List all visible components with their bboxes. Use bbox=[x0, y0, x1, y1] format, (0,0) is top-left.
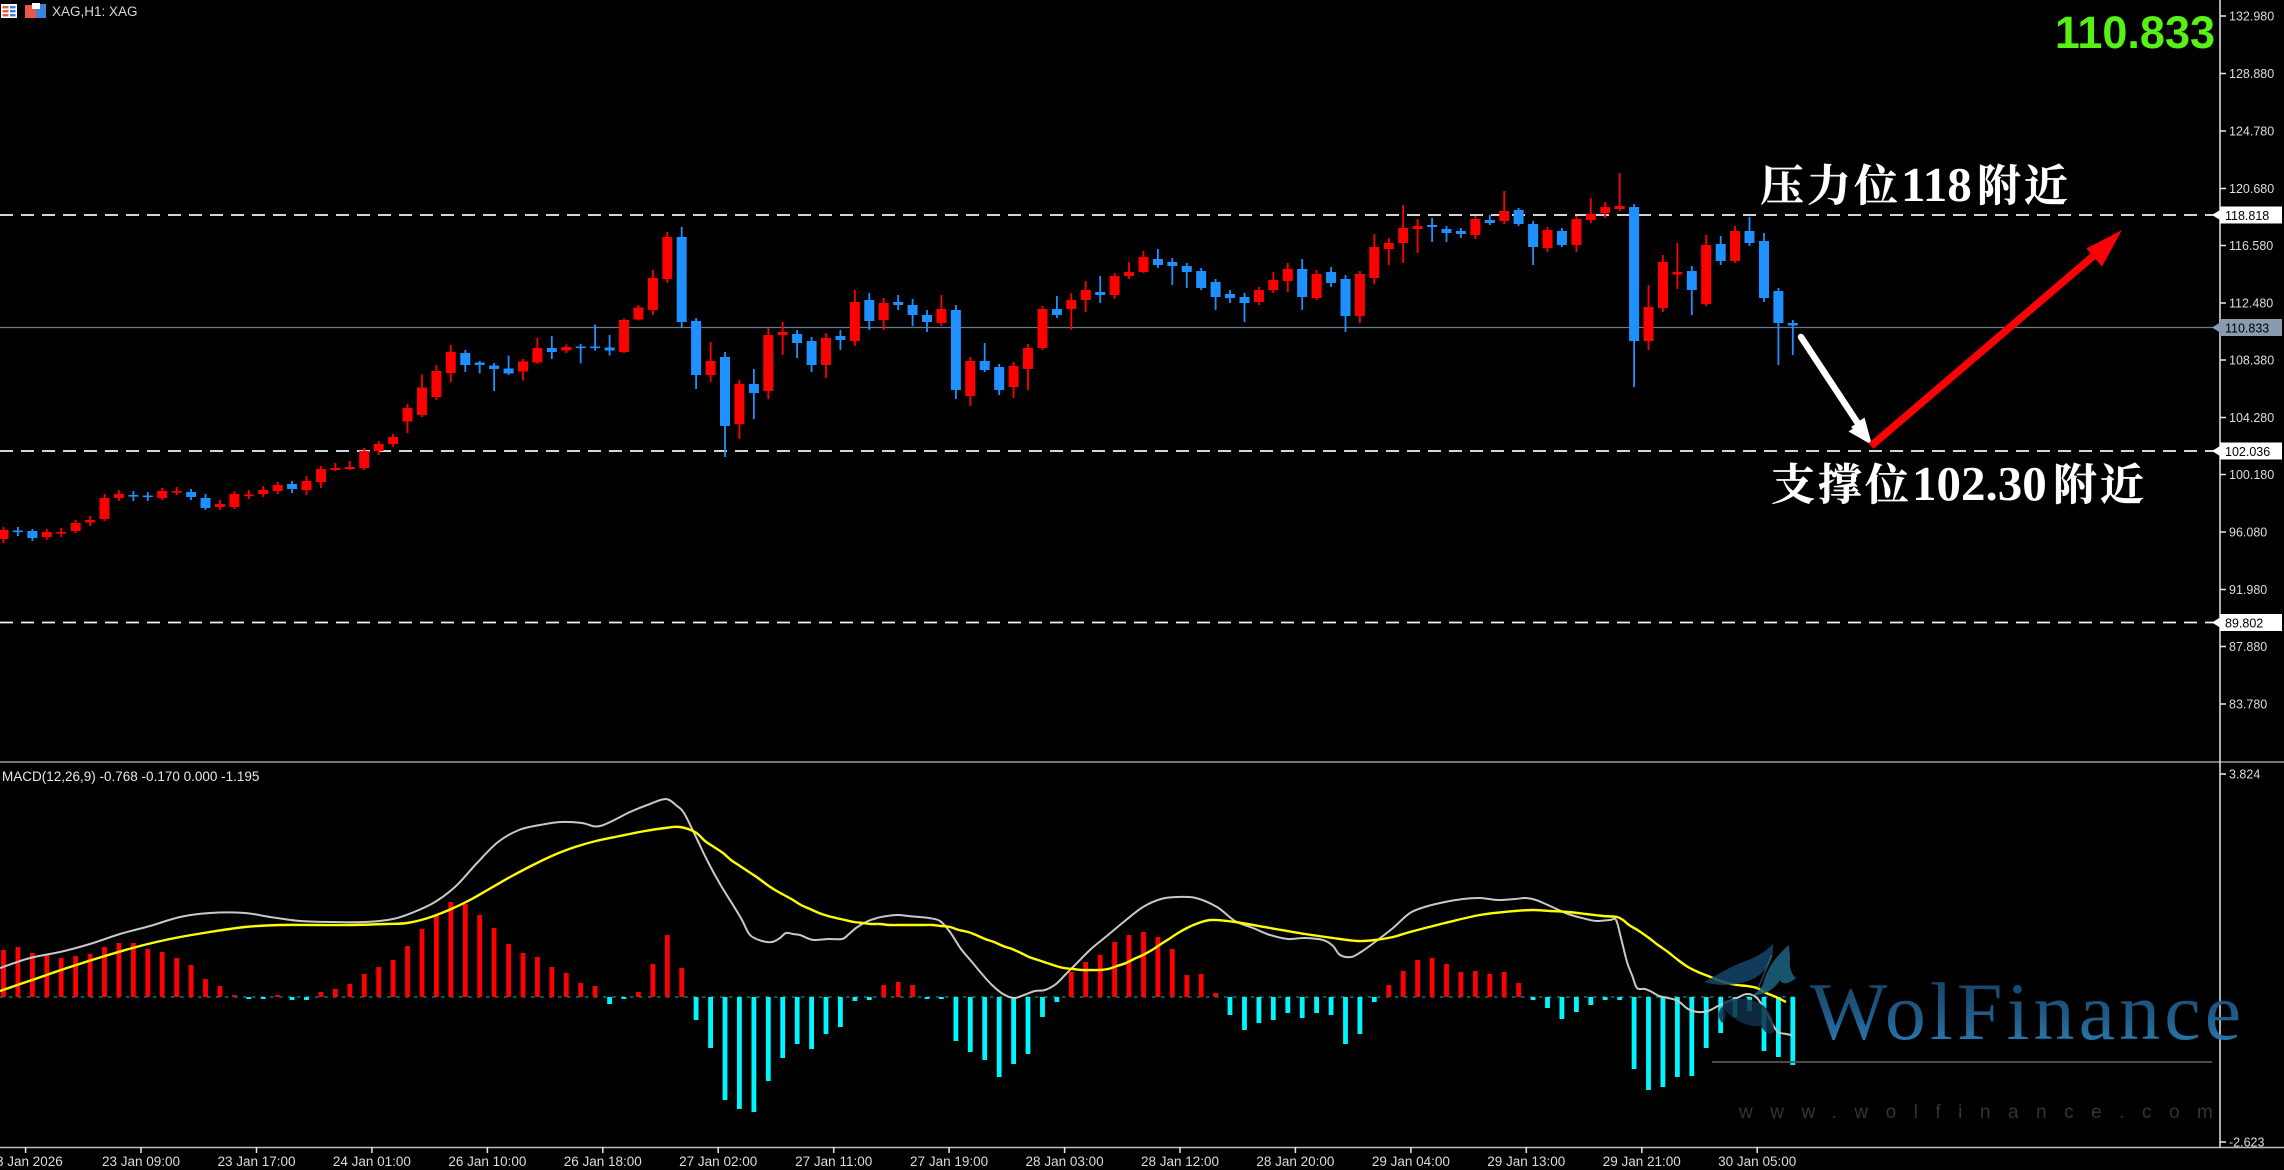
svg-text:29 Jan 04:00: 29 Jan 04:00 bbox=[1372, 1154, 1450, 1169]
svg-text:23 Jan 09:00: 23 Jan 09:00 bbox=[102, 1154, 180, 1169]
svg-text:29 Jan 13:00: 29 Jan 13:00 bbox=[1487, 1154, 1565, 1169]
svg-text:132.980: 132.980 bbox=[2229, 10, 2274, 24]
svg-text:112.480: 112.480 bbox=[2229, 297, 2273, 311]
svg-text:3.824: 3.824 bbox=[2229, 768, 2260, 782]
svg-text:124.780: 124.780 bbox=[2229, 125, 2274, 139]
svg-text:87.880: 87.880 bbox=[2229, 640, 2267, 654]
svg-text:29 Jan 21:00: 29 Jan 21:00 bbox=[1603, 1154, 1681, 1169]
svg-text:83.780: 83.780 bbox=[2229, 698, 2267, 712]
svg-text:26 Jan 18:00: 26 Jan 18:00 bbox=[564, 1154, 642, 1169]
svg-text:26 Jan 10:00: 26 Jan 10:00 bbox=[448, 1154, 526, 1169]
svg-text:-2.623: -2.623 bbox=[2229, 1136, 2264, 1150]
svg-text:110.833: 110.833 bbox=[2225, 322, 2269, 336]
svg-text:91.980: 91.980 bbox=[2229, 583, 2267, 597]
svg-text:128.880: 128.880 bbox=[2229, 67, 2274, 81]
svg-text:96.080: 96.080 bbox=[2229, 526, 2267, 540]
svg-text:108.380: 108.380 bbox=[2229, 354, 2274, 368]
svg-text:28 Jan 03:00: 28 Jan 03:00 bbox=[1026, 1154, 1104, 1169]
svg-text:27 Jan 11:00: 27 Jan 11:00 bbox=[795, 1154, 872, 1169]
svg-text:28 Jan 20:00: 28 Jan 20:00 bbox=[1256, 1154, 1334, 1169]
svg-text:MACD(12,26,9) -0.768 -0.170 0.: MACD(12,26,9) -0.768 -0.170 0.000 -1.195 bbox=[2, 769, 259, 784]
svg-text:118.818: 118.818 bbox=[2225, 209, 2269, 223]
svg-text:89.802: 89.802 bbox=[2225, 617, 2263, 631]
svg-text:23 Jan 2026: 23 Jan 2026 bbox=[0, 1154, 63, 1169]
svg-text:104.280: 104.280 bbox=[2229, 411, 2274, 425]
svg-text:XAG,H1: XAG: XAG,H1: XAG bbox=[52, 4, 138, 19]
svg-text:24 Jan 01:00: 24 Jan 01:00 bbox=[333, 1154, 411, 1169]
svg-text:23 Jan 17:00: 23 Jan 17:00 bbox=[217, 1154, 295, 1169]
svg-text:102.036: 102.036 bbox=[2225, 445, 2270, 459]
svg-text:28 Jan 12:00: 28 Jan 12:00 bbox=[1141, 1154, 1219, 1169]
svg-text:120.680: 120.680 bbox=[2229, 182, 2274, 196]
svg-text:100.180: 100.180 bbox=[2229, 468, 2274, 482]
svg-text:27 Jan 19:00: 27 Jan 19:00 bbox=[910, 1154, 988, 1169]
svg-text:116.580: 116.580 bbox=[2229, 239, 2273, 253]
svg-text:27 Jan 02:00: 27 Jan 02:00 bbox=[679, 1154, 757, 1169]
svg-text:30 Jan 05:00: 30 Jan 05:00 bbox=[1718, 1154, 1796, 1169]
svg-text:110.833: 110.833 bbox=[2055, 7, 2215, 58]
svg-text:WolFinance: WolFinance bbox=[1810, 966, 2245, 1057]
svg-text:102.30: 102.30 bbox=[1912, 456, 2047, 511]
svg-text:118: 118 bbox=[1901, 157, 1972, 212]
svg-text:www.wolfinance.com: www.wolfinance.com bbox=[1738, 1102, 2230, 1123]
